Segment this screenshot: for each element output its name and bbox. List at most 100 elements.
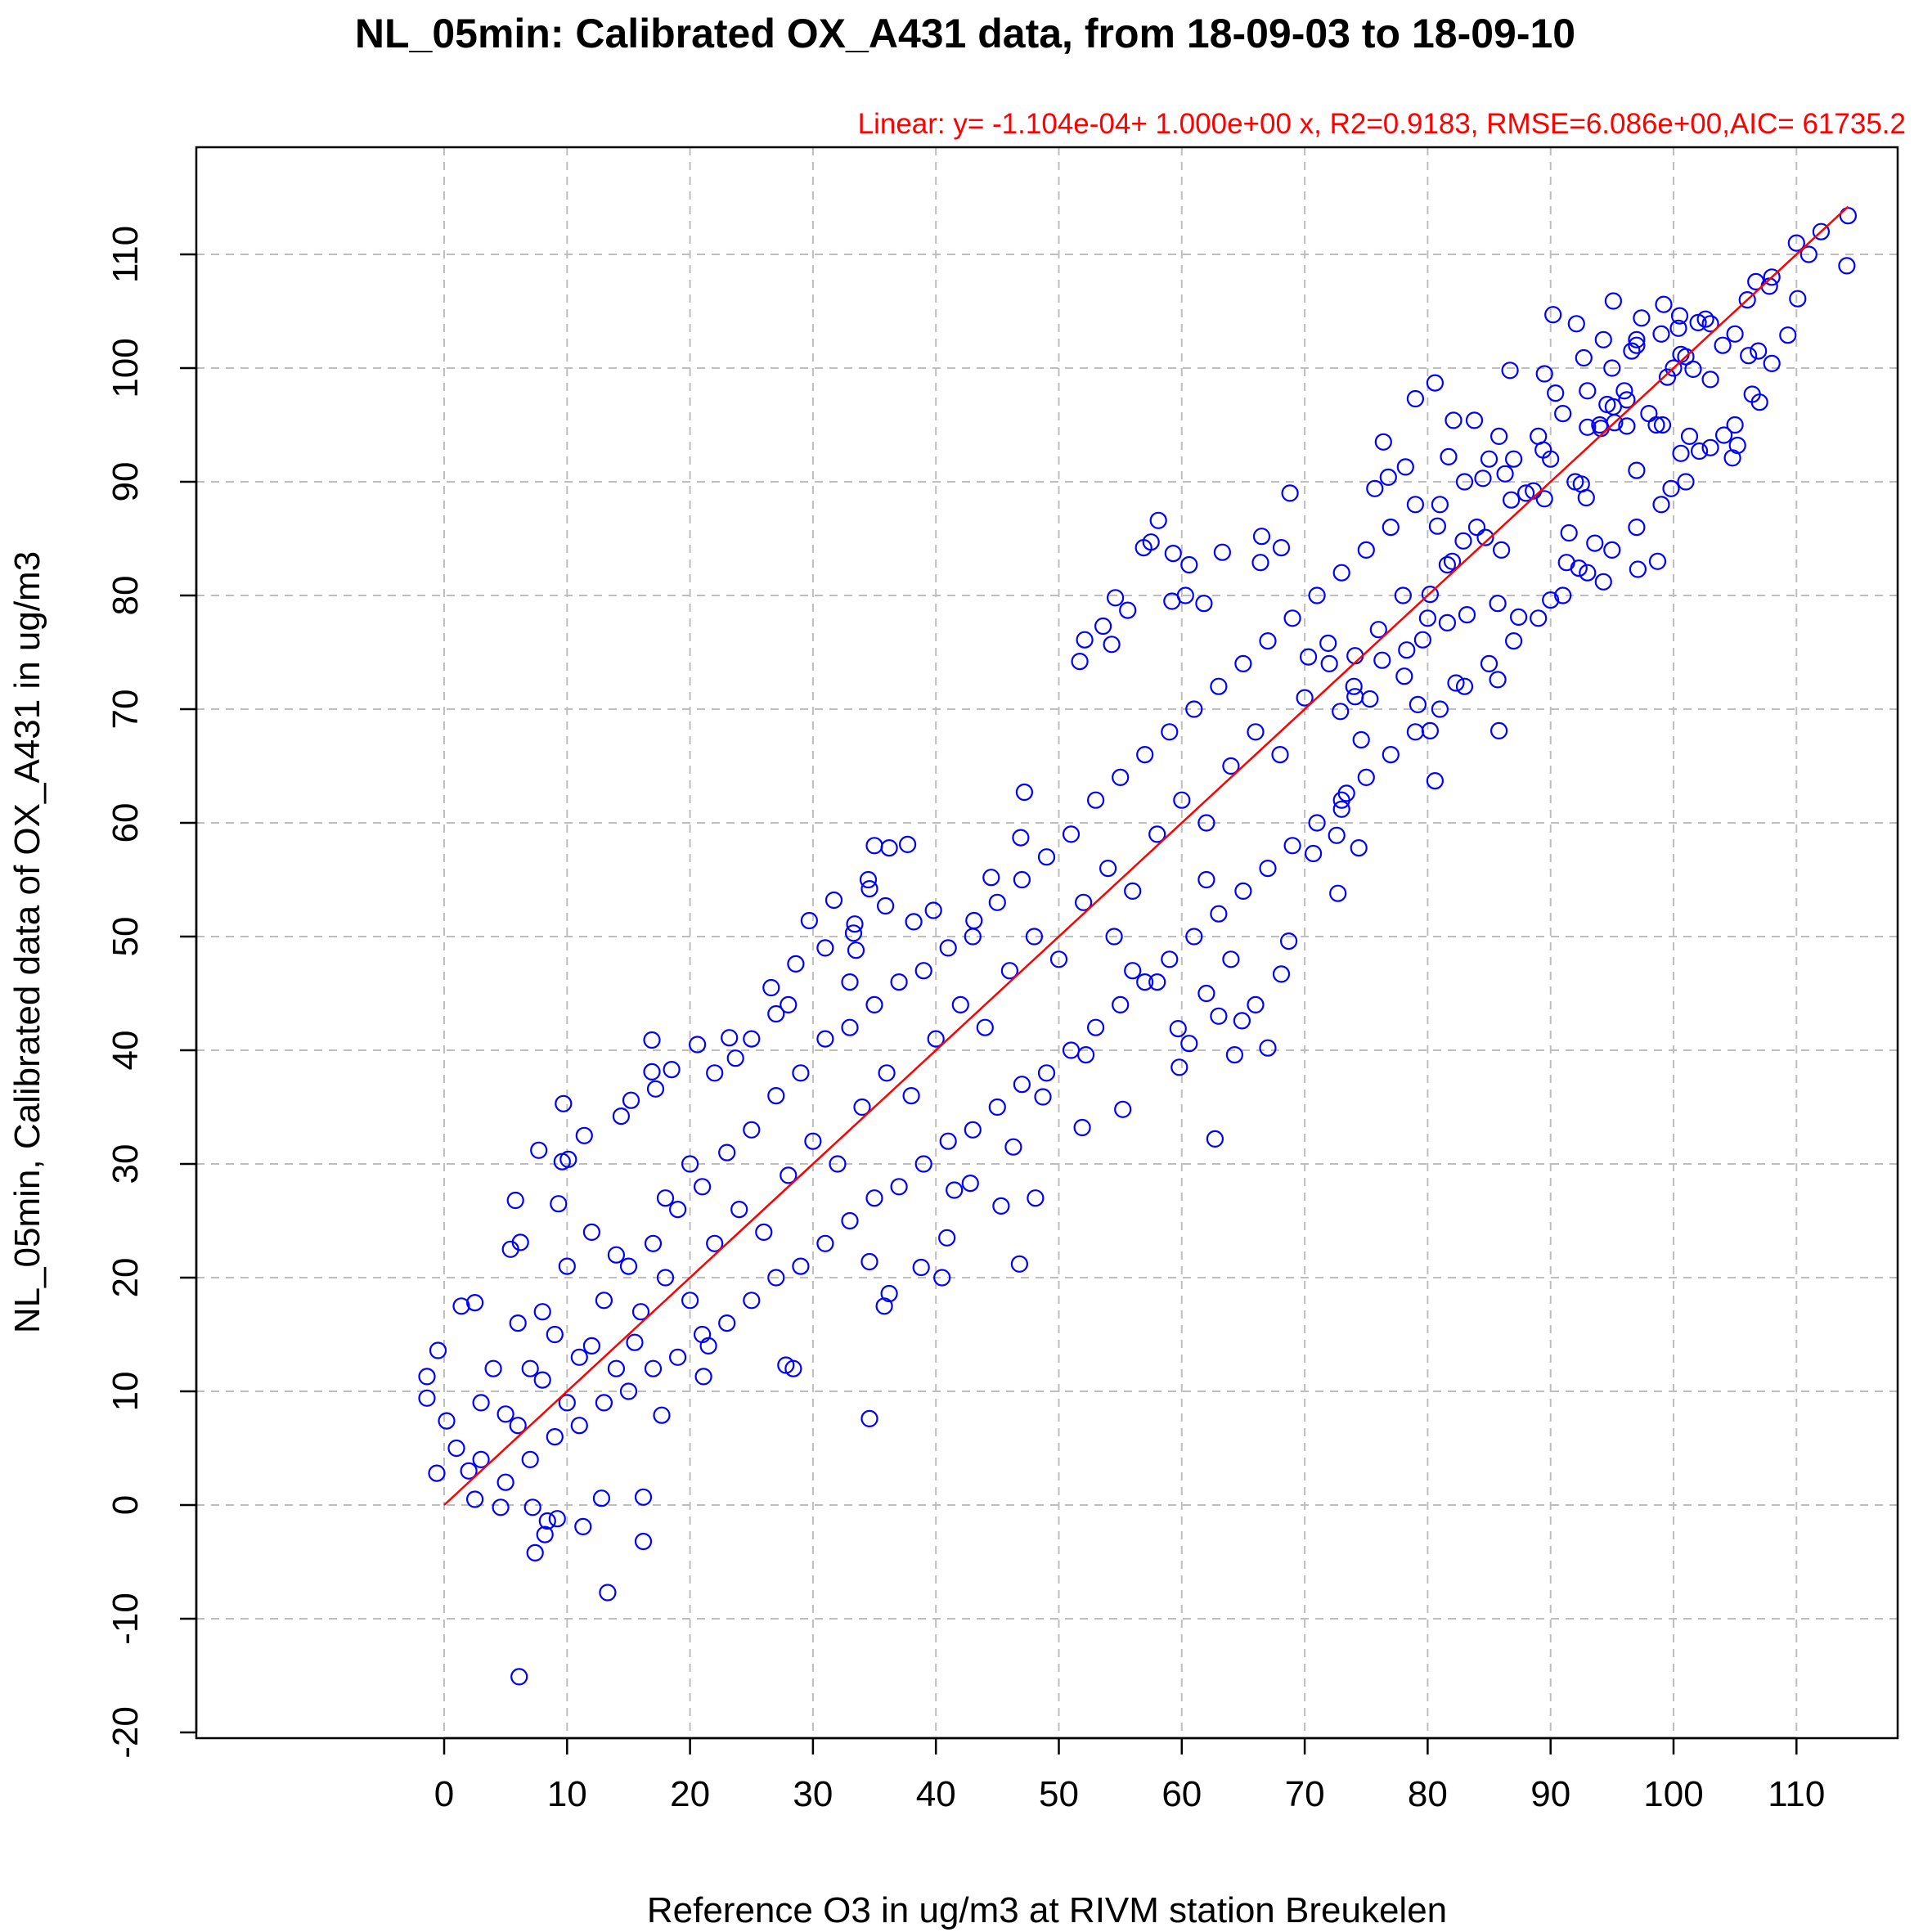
data-point <box>1134 538 1152 557</box>
data-point <box>492 1498 510 1516</box>
data-point <box>1180 1035 1198 1053</box>
data-point <box>1662 479 1680 497</box>
data-point <box>1591 416 1609 434</box>
data-point <box>1480 450 1498 468</box>
data-point <box>853 1098 871 1117</box>
fit-line <box>443 205 1849 1506</box>
data-point <box>1013 1076 1031 1094</box>
data-point <box>1542 450 1560 468</box>
data-point <box>1628 518 1646 537</box>
data-point <box>1445 411 1462 429</box>
data-point <box>914 962 932 980</box>
data-point <box>1677 348 1695 366</box>
data-point <box>1037 848 1056 866</box>
data-point <box>1652 325 1670 343</box>
data-point <box>780 995 798 1014</box>
data-point <box>555 1094 573 1112</box>
data-point <box>726 1049 744 1067</box>
data-point <box>1308 814 1326 832</box>
data-point <box>1004 1138 1022 1156</box>
data-point <box>1603 359 1621 377</box>
data-point <box>1431 700 1449 718</box>
data-point <box>653 1406 671 1424</box>
data-point <box>876 896 895 915</box>
data-point <box>860 1252 878 1271</box>
data-point <box>1206 1130 1224 1148</box>
data-point <box>1652 496 1670 514</box>
y-tick-label: -10 <box>106 1593 146 1645</box>
x-tick-label: 70 <box>1285 1774 1325 1814</box>
data-point <box>558 1394 576 1412</box>
data-point <box>992 1197 1010 1215</box>
data-point <box>1492 541 1511 559</box>
data-point <box>1603 541 1621 559</box>
data-point <box>1633 309 1651 327</box>
data-point <box>592 1489 611 1507</box>
data-point <box>622 1091 640 1109</box>
data-point <box>1715 426 1733 444</box>
data-point <box>1723 449 1741 467</box>
data-point <box>607 1246 626 1264</box>
data-point <box>1124 882 1142 901</box>
data-point <box>465 1293 484 1312</box>
data-point <box>1086 791 1105 809</box>
x-tick-label: 40 <box>916 1774 956 1814</box>
data-point <box>693 1178 712 1196</box>
data-point <box>626 1333 644 1351</box>
data-point <box>1586 534 1604 552</box>
data-point <box>762 978 780 997</box>
data-point <box>1467 518 1486 537</box>
data-point <box>865 1189 883 1207</box>
data-point <box>501 1240 519 1258</box>
data-point <box>938 1229 956 1247</box>
data-point <box>829 1155 847 1173</box>
data-point <box>1173 791 1191 809</box>
data-point <box>634 1532 653 1551</box>
x-tick-label: 30 <box>793 1774 833 1814</box>
data-point <box>743 1292 761 1310</box>
data-point <box>1618 417 1636 435</box>
data-point <box>1210 905 1228 923</box>
data-point <box>1799 245 1817 263</box>
data-point <box>865 995 883 1014</box>
data-point <box>1259 859 1277 878</box>
y-tick-label: 0 <box>106 1495 146 1515</box>
data-point <box>1332 800 1350 818</box>
data-point <box>718 1314 736 1332</box>
x-tick-label: 10 <box>547 1774 587 1814</box>
data-point <box>1726 325 1744 343</box>
data-point <box>1501 362 1519 380</box>
data-point <box>865 837 883 855</box>
data-point <box>619 1257 638 1275</box>
data-point <box>1628 336 1646 354</box>
data-point <box>1271 745 1289 764</box>
data-point <box>780 1166 798 1184</box>
data-point <box>1567 315 1585 333</box>
data-point <box>1382 518 1400 537</box>
data-point <box>484 1359 502 1377</box>
data-point <box>1530 609 1548 627</box>
data-point <box>1099 859 1117 878</box>
data-point <box>1210 1007 1228 1025</box>
data-point <box>1579 382 1597 400</box>
data-point <box>1163 592 1181 610</box>
data-point <box>1308 586 1326 604</box>
data-point <box>1329 884 1347 902</box>
data-point <box>847 941 865 959</box>
data-point <box>536 1525 554 1543</box>
data-point <box>1560 523 1578 542</box>
data-point <box>1489 595 1507 613</box>
data-point <box>546 1325 564 1344</box>
chart-title: NL_05min: Calibrated OX_A431 data, from … <box>355 11 1575 56</box>
data-point <box>1320 654 1338 673</box>
data-point <box>1689 313 1707 331</box>
data-point <box>1197 870 1215 889</box>
data-point <box>905 913 923 931</box>
data-point <box>521 1359 539 1377</box>
data-point <box>1547 384 1565 402</box>
data-point <box>1170 1058 1188 1076</box>
data-point <box>1489 671 1507 689</box>
data-point <box>643 1063 661 1081</box>
data-point <box>1496 465 1514 483</box>
data-point <box>1447 674 1465 692</box>
